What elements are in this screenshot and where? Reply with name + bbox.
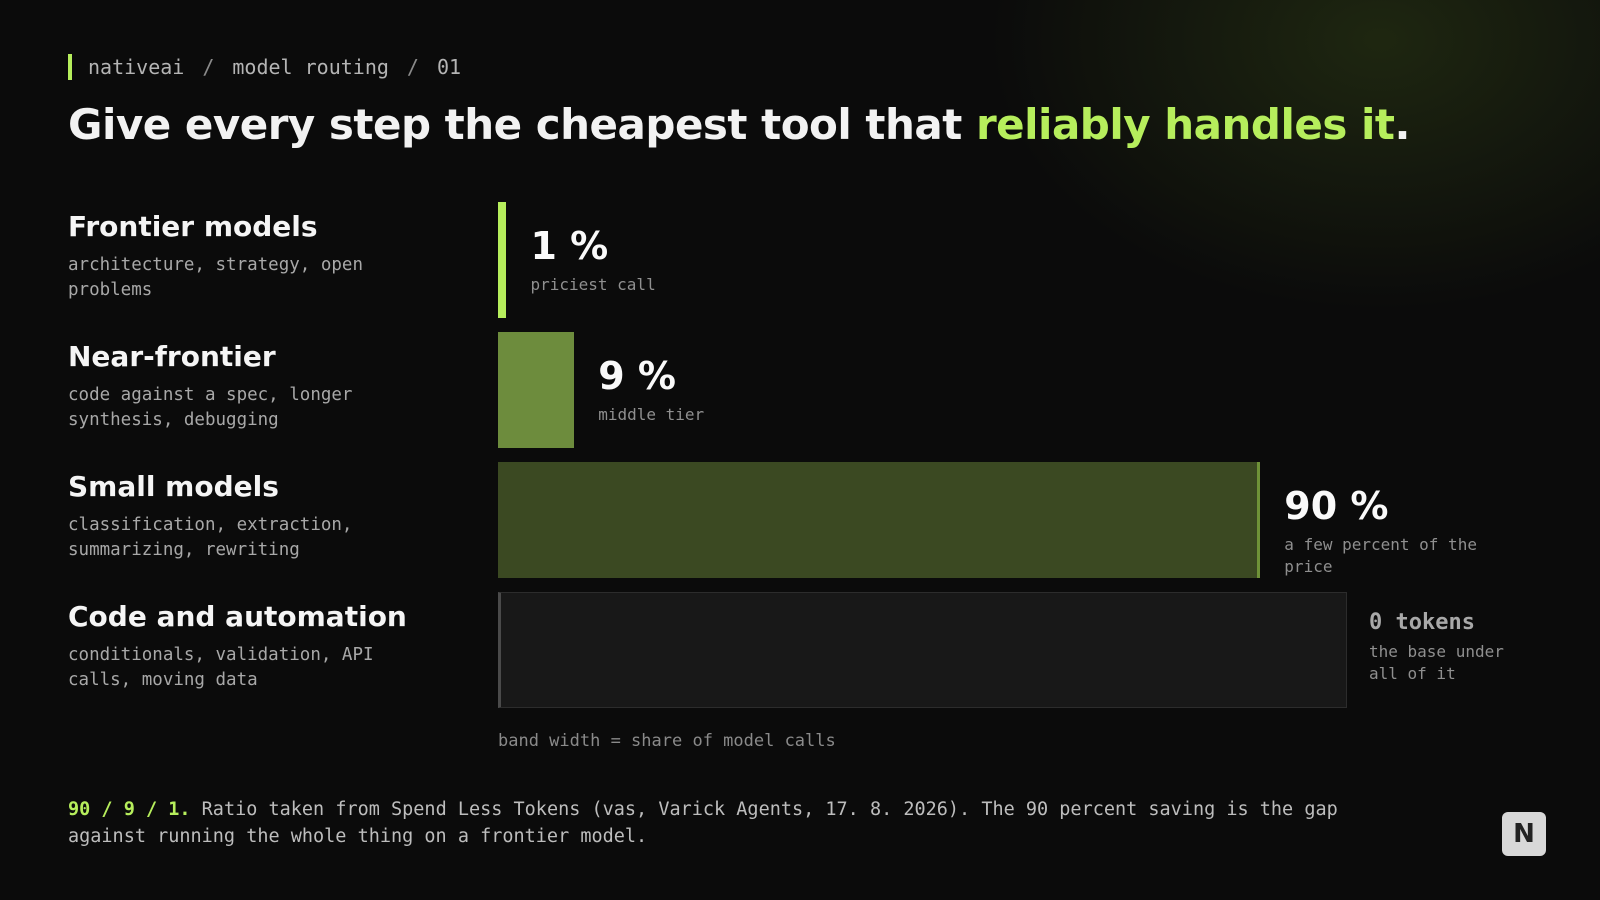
breadcrumb-item: model routing (232, 55, 389, 79)
breadcrumb-item: 01 (436, 55, 462, 79)
title-highlight: reliably handles it (975, 100, 1395, 149)
footer: 90 / 9 / 1. Ratio taken from Spend Less … (68, 796, 1338, 850)
category-description: conditionals, validation, API calls, mov… (68, 645, 374, 690)
breadcrumb-separator: / (202, 55, 215, 79)
value-sublabel: middle tier (598, 405, 705, 424)
row-label: Frontier models architecture, strategy, o… (68, 210, 428, 303)
bar (498, 332, 575, 448)
category: Near-frontier (68, 340, 276, 373)
logo[interactable]: N (1502, 812, 1546, 856)
chart-note: band width = share of model calls (498, 731, 836, 751)
row-label: Code and automation conditionals, validat… (68, 600, 428, 693)
value-label: 9 % (598, 354, 676, 398)
value-label-group: 90 % a few percent of the price (1284, 484, 1514, 578)
base-label: 0 tokens (1369, 610, 1475, 635)
category-description: architecture, strategy, open problems (68, 255, 364, 300)
footer-text: Ratio taken from Spend Less Tokens (vas,… (68, 799, 1338, 847)
title-part: . (1394, 100, 1410, 149)
breadcrumb: nativeai / model routing / 01 (68, 54, 461, 80)
title-part: Give every step the cheapest tool that (68, 100, 976, 149)
row-label: Near-frontier code against a spec, longer… (68, 340, 428, 433)
title: Give every step the cheapest tool that r… (68, 100, 1410, 149)
breadcrumb-separator: / (406, 55, 419, 79)
value-label-group: 9 % middle tier (598, 354, 828, 426)
category: Small models (68, 470, 279, 503)
value-sublabel: a few percent of the price (1284, 535, 1477, 576)
base-sublabel: the base under all of it (1369, 642, 1504, 683)
bar (498, 462, 1261, 578)
base-band (498, 592, 1347, 708)
category: Frontier models (68, 210, 318, 243)
base-label-group: 0 tokens the base under all of it (1369, 610, 1529, 685)
bar (498, 202, 507, 318)
breadcrumb-item: nativeai (88, 55, 185, 79)
category-description: classification, extraction, summarizing,… (68, 515, 353, 560)
footer-lead: 90 / 9 / 1. (68, 799, 191, 820)
value-label: 1 % (530, 224, 609, 268)
value-label-group: 1 % priciest call (530, 224, 760, 296)
category: Code and automation (68, 600, 407, 633)
value-label: 90 % (1284, 484, 1389, 528)
value-sublabel: priciest call (530, 275, 656, 294)
row-label: Small models classification, extraction, … (68, 470, 428, 563)
category-description: code against a spec, longer synthesis, d… (68, 385, 353, 430)
